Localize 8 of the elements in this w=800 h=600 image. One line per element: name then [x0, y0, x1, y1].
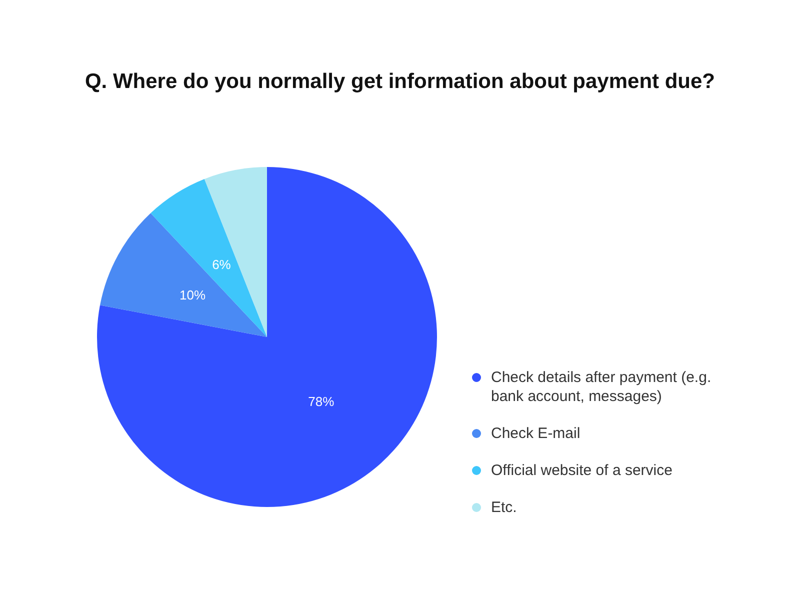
legend-label: Etc.	[491, 498, 517, 517]
data-label: 78%	[308, 394, 335, 410]
legend-label: Check details after payment (e.g. bank account, messages)	[491, 368, 712, 406]
data-label: 6%	[212, 256, 232, 272]
chart-title: Q. Where do you normally get information about payment due?	[84, 70, 716, 94]
legend-label: Check E-mail	[491, 424, 580, 443]
legend-label: Official website of a service	[491, 461, 672, 480]
data-label: 10%	[180, 288, 206, 303]
